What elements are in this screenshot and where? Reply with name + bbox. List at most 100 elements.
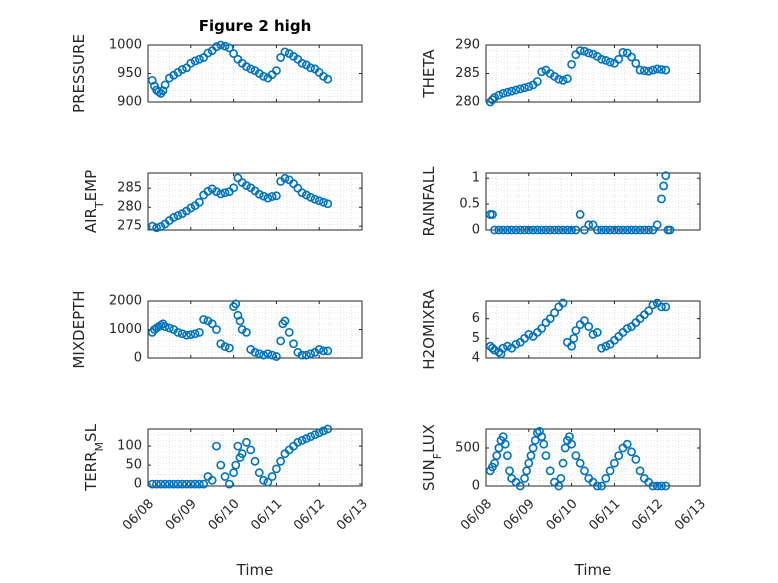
data-point [639,66,649,76]
data-point [601,225,611,235]
data-point [580,46,589,56]
data-point [524,225,534,235]
data-point [661,65,671,75]
data-point [502,225,512,235]
data-point [276,456,286,466]
data-point [502,87,512,97]
data-point [539,439,549,449]
data-point [160,322,170,332]
data-point [535,426,544,436]
data-point [515,84,525,94]
data-point [520,225,529,235]
series-points [485,46,671,107]
data-point [659,181,669,191]
data-point [639,225,649,235]
data-point [271,464,281,474]
data-point [154,87,164,97]
data-point [323,346,333,356]
data-point [280,316,290,326]
data-point [605,57,615,67]
data-point [528,443,538,453]
data-point [147,479,157,489]
subplot-6: 4 5 6 H2OMIXRA [420,289,701,370]
data-point [665,225,675,235]
data-point [216,460,226,470]
data-point [314,196,324,206]
data-point [194,54,204,64]
data-point [580,466,589,476]
data-point [490,225,499,235]
data-point [502,341,512,351]
data-point [494,443,504,453]
data-point [505,466,514,476]
data-point [618,225,628,235]
data-point [550,308,559,318]
y-tick-label: 950 [117,66,142,81]
x-axis-label: Time [236,561,274,579]
data-point [212,325,221,334]
data-point [498,432,508,441]
data-point [605,466,615,476]
data-point [494,225,504,235]
data-point [622,439,632,449]
data-point [212,187,221,197]
data-point [263,193,273,203]
data-point [212,441,221,451]
x-axis-label: Time [574,561,612,579]
data-point [541,225,551,235]
data-point [584,220,594,230]
data-point [515,481,525,491]
data-point [622,225,632,235]
data-point [490,93,499,102]
data-point [271,66,281,76]
y-tick-label: 280 [455,95,480,110]
data-point [301,350,311,360]
data-point [259,475,268,485]
data-point [562,74,572,84]
data-point [627,225,636,235]
data-point [220,342,230,351]
grid [486,301,700,358]
data-point [567,225,576,235]
data-point [306,192,316,202]
data-point [488,95,497,105]
y-tick-label: 290 [455,38,480,53]
data-point [276,53,286,62]
data-point [231,460,241,470]
data-point [314,428,324,438]
y-axis-label: RAINFALL [420,166,438,237]
data-point [657,194,666,204]
y-tick-label: 900 [117,95,142,110]
data-point [233,441,243,451]
data-point [160,80,170,90]
data-point [177,329,187,339]
y-tick-label: 285 [117,181,142,196]
data-point [492,451,502,460]
data-point [524,458,534,468]
data-point [537,225,547,235]
data-point [532,77,542,86]
data-point [242,437,251,447]
y-axis-label: SUNFLUX [420,424,444,491]
data-point [263,477,273,487]
grid [148,301,362,358]
y-tick-label: 6 [472,311,480,326]
data-point [554,74,564,84]
data-point [246,64,256,74]
data-point [648,65,658,75]
data-point [229,468,238,478]
data-point [648,300,658,310]
data-point [575,210,585,219]
data-point [190,479,200,489]
series-points [147,40,333,98]
data-point [610,458,619,468]
data-point [224,43,234,53]
series-points [485,426,671,491]
data-point [614,225,624,235]
data-point [259,71,268,81]
data-point [319,346,328,356]
data-point [194,479,204,489]
data-point [310,430,320,440]
data-point [199,479,209,489]
